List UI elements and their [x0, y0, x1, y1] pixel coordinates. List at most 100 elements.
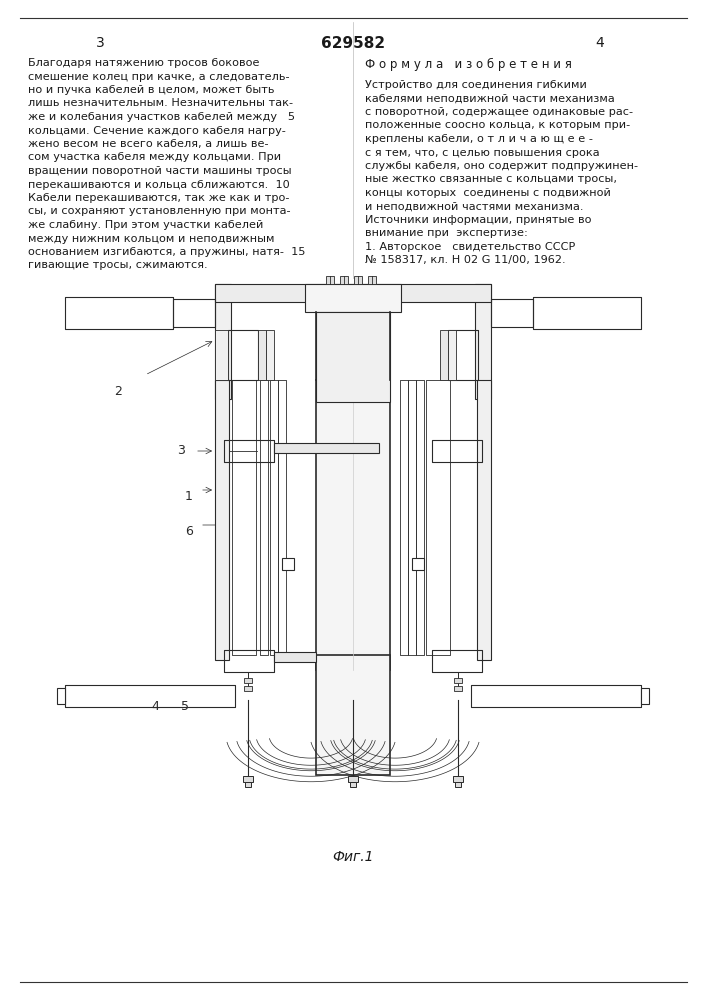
Bar [471, 685, 641, 707]
Bar [65, 297, 173, 329]
Text: внимание при  экспертизе:: внимание при экспертизе: [365, 229, 528, 238]
Bar [477, 380, 491, 660]
Bar [270, 380, 278, 655]
Bar [368, 276, 376, 284]
Bar [65, 297, 173, 329]
Text: сы, и сохраняют установленную при монта-: сы, и сохраняют установленную при монта- [28, 207, 291, 217]
Text: 4: 4 [151, 700, 159, 713]
Bar [173, 299, 215, 327]
Text: ные жестко связанные с кольцами тросы,: ные жестко связанные с кольцами тросы, [365, 174, 617, 184]
Bar [326, 276, 334, 284]
Text: 4: 4 [595, 36, 604, 50]
Text: сом участка кабеля между кольцами. При: сом участка кабеля между кольцами. При [28, 152, 281, 162]
Text: Источники информации, принятые во: Источники информации, принятые во [365, 215, 592, 225]
Text: Благодаря натяжению тросов боковое: Благодаря натяжению тросов боковое [28, 58, 259, 68]
Text: перекашиваются и кольца сближаются.  10: перекашиваются и кольца сближаются. 10 [28, 180, 290, 190]
Text: 3: 3 [95, 36, 105, 50]
Bar [215, 284, 491, 302]
Text: 2: 2 [114, 385, 122, 398]
Bar [57, 688, 65, 704]
Bar [244, 678, 252, 683]
Text: Кабели перекашиваются, так же как и тро-: Кабели перекашиваются, так же как и тро- [28, 193, 289, 203]
Text: № 158317, кл. Н 02 G 11/00, 1962.: № 158317, кл. Н 02 G 11/00, 1962. [365, 255, 566, 265]
Bar [243, 776, 253, 782]
Text: Фиг.1: Фиг.1 [332, 850, 374, 864]
Text: Устройство для соединения гибкими: Устройство для соединения гибкими [365, 80, 587, 90]
Bar [258, 330, 266, 380]
Bar [224, 440, 274, 462]
Text: 3: 3 [177, 444, 185, 457]
Text: с поворотной, содержащее одинаковые рас-: с поворотной, содержащее одинаковые рас- [365, 107, 633, 117]
Text: 629582: 629582 [321, 36, 385, 51]
Bar [491, 299, 533, 327]
Bar [278, 380, 286, 655]
Bar [453, 776, 463, 782]
Text: смешение колец при качке, а следователь-: смешение колец при качке, а следователь- [28, 72, 289, 82]
Bar [274, 443, 379, 453]
Text: 5: 5 [181, 700, 189, 713]
Text: 1: 1 [185, 490, 193, 503]
Text: службы кабеля, оно содержит подпружинен-: службы кабеля, оно содержит подпружинен- [365, 161, 638, 171]
Bar [232, 380, 256, 655]
Bar [454, 686, 462, 691]
Bar [266, 330, 274, 380]
Bar [432, 650, 482, 672]
Text: с я тем, что, с целью повышения срока: с я тем, что, с целью повышения срока [365, 147, 600, 157]
Text: же слабину. При этом участки кабелей: же слабину. При этом участки кабелей [28, 220, 264, 230]
Bar [475, 284, 491, 399]
Bar [316, 380, 390, 670]
Bar [224, 650, 274, 672]
Bar [278, 380, 286, 655]
Bar [274, 652, 316, 662]
Bar [65, 685, 235, 707]
Bar [244, 686, 252, 691]
Bar [491, 299, 533, 327]
Bar [408, 380, 416, 655]
Bar [350, 782, 356, 787]
Bar [641, 688, 649, 704]
Bar [260, 380, 268, 655]
Text: гивающие тросы, сжимаются.: гивающие тросы, сжимаются. [28, 260, 208, 270]
Bar [316, 312, 390, 402]
Text: кабелями неподвижной части механизма: кабелями неподвижной части механизма [365, 94, 615, 104]
Text: лишь незначительным. Незначительны так-: лишь незначительным. Незначительны так- [28, 99, 293, 108]
Text: кольцами. Сечение каждого кабеля нагру-: кольцами. Сечение каждого кабеля нагру- [28, 125, 286, 135]
Bar [440, 330, 448, 380]
Bar [426, 380, 450, 655]
Bar [340, 276, 348, 284]
Text: 6: 6 [185, 525, 193, 538]
Bar [316, 655, 390, 775]
Bar [65, 685, 235, 707]
Text: положенные соосно кольца, к которым при-: положенные соосно кольца, к которым при- [365, 120, 630, 130]
Bar [471, 685, 641, 707]
Bar [270, 380, 278, 655]
Bar [412, 558, 424, 570]
Text: но и пучка кабелей в целом, может быть: но и пучка кабелей в целом, может быть [28, 85, 274, 95]
Bar [448, 330, 456, 380]
Bar [228, 330, 258, 380]
Bar [215, 380, 229, 660]
Text: между нижним кольцом и неподвижным: между нижним кольцом и неподвижным [28, 233, 274, 243]
Bar [416, 380, 424, 655]
Bar [245, 782, 251, 787]
Bar [260, 380, 268, 655]
Text: основанием изгибаются, а пружины, натя-  15: основанием изгибаются, а пружины, натя- … [28, 247, 305, 257]
Bar [408, 380, 416, 655]
Bar [348, 776, 358, 782]
Bar [215, 284, 231, 399]
Bar [173, 299, 215, 327]
Text: вращении поворотной части машины тросы: вращении поворотной части машины тросы [28, 166, 291, 176]
Bar [432, 440, 482, 462]
Bar [224, 440, 274, 462]
Bar [426, 380, 450, 655]
Bar [215, 330, 228, 380]
Bar [448, 330, 478, 380]
Text: жено весом не всего кабеля, а лишь ве-: жено весом не всего кабеля, а лишь ве- [28, 139, 269, 149]
Bar [533, 297, 641, 329]
Bar [282, 558, 294, 570]
Bar [455, 782, 461, 787]
Text: Ф о р м у л а   и з о б р е т е н и я: Ф о р м у л а и з о б р е т е н и я [365, 58, 572, 71]
Text: концы которых  соединены с подвижной: концы которых соединены с подвижной [365, 188, 611, 198]
Text: и неподвижной частями механизма.: и неподвижной частями механизма. [365, 202, 583, 212]
Bar [454, 678, 462, 683]
